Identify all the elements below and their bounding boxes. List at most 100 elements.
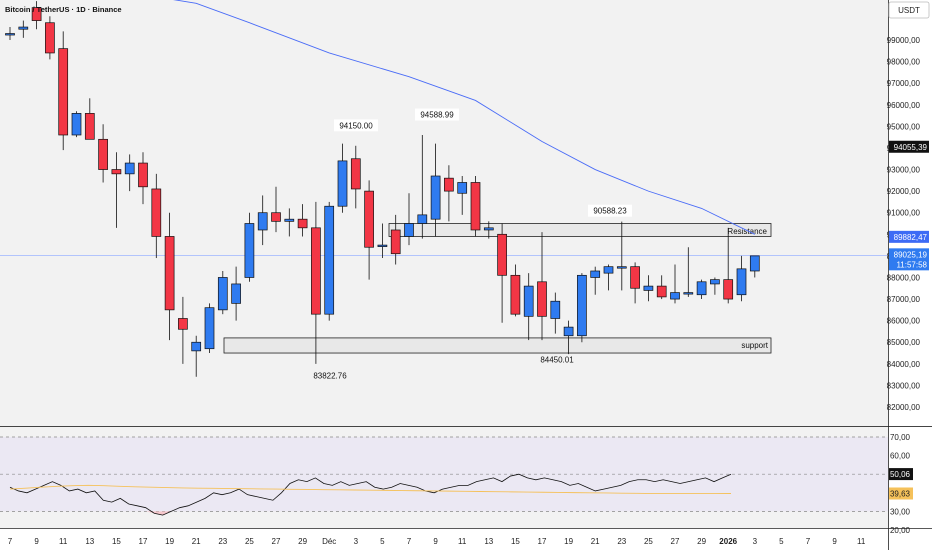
price-tick-label: 88000,00 — [887, 273, 921, 282]
price-tick-label: 91000,00 — [887, 209, 921, 218]
candle-body[interactable] — [630, 266, 640, 289]
currency-button[interactable] — [888, 1, 930, 19]
time-tick-label: 11 — [458, 537, 467, 546]
candle-body[interactable] — [18, 26, 29, 30]
candle-body[interactable] — [537, 281, 547, 317]
time-tick-label: 5 — [380, 537, 385, 546]
candle-body[interactable] — [656, 285, 667, 298]
time-tick-label: 9 — [832, 537, 837, 546]
candle-body[interactable] — [510, 274, 521, 315]
time-tick-label: 15 — [112, 537, 121, 546]
time-tick-label: 3 — [753, 537, 758, 546]
candle-body[interactable] — [138, 162, 148, 188]
candle-body[interactable] — [257, 212, 268, 231]
rsi-tick-label: 60,00 — [890, 452, 911, 461]
candle-body[interactable] — [377, 244, 388, 247]
chart-title: Bitcoin / TetherUS · 1D · Binance — [5, 5, 122, 14]
candle-body[interactable] — [483, 227, 494, 231]
rsi-ma-line — [9, 484, 732, 494]
rsi-tick-label: 30,00 — [890, 507, 911, 516]
candle-body[interactable] — [71, 113, 82, 136]
current-price-tag-text: 89025,19 — [894, 250, 928, 259]
candle-body[interactable] — [417, 214, 428, 224]
candle-body[interactable] — [563, 326, 574, 337]
candle-body[interactable] — [5, 33, 15, 36]
time-tick-label: 21 — [591, 537, 600, 546]
candle-body[interactable] — [98, 138, 108, 170]
candle-body[interactable] — [164, 236, 175, 311]
candle-body[interactable] — [616, 266, 627, 269]
candle-body[interactable] — [390, 229, 401, 255]
rsi-ma-tag-text: 39,63 — [890, 489, 911, 498]
candle-body[interactable] — [124, 162, 135, 175]
candle-body[interactable] — [350, 158, 361, 190]
high-label-94150: 94150.00 — [339, 121, 373, 130]
candle-body[interactable] — [497, 233, 507, 276]
currency-label[interactable]: USDT — [898, 6, 920, 15]
candle-body[interactable] — [404, 223, 414, 237]
time-tick-label: 17 — [139, 537, 148, 546]
ma-price-tag — [889, 140, 929, 153]
candle-body[interactable] — [670, 292, 680, 300]
candle-body[interactable] — [284, 218, 295, 222]
time-tick-label: 7 — [806, 537, 811, 546]
candle-body[interactable] — [311, 227, 321, 315]
candle-body[interactable] — [444, 177, 454, 192]
support-zone[interactable] — [223, 337, 772, 354]
high-label-90588: 90588.23 — [593, 207, 627, 216]
candle-body[interactable] — [683, 292, 694, 295]
candle-body[interactable] — [457, 182, 468, 194]
candle-body[interactable] — [58, 48, 69, 136]
time-tick-label: 29 — [298, 537, 307, 546]
time-tick-label: 29 — [697, 537, 706, 546]
rsi-oversold-fill — [145, 511, 180, 516]
candle-body[interactable] — [470, 182, 481, 231]
candle-body[interactable] — [550, 300, 561, 319]
candle-body[interactable] — [590, 270, 601, 278]
candle-body[interactable] — [31, 7, 42, 21]
high-label-94588: 94588.99 — [420, 111, 454, 120]
time-tick-label: 9 — [433, 537, 438, 546]
time-tick-label: 11 — [59, 537, 68, 546]
time-tick-label: 13 — [484, 537, 493, 546]
candle-body[interactable] — [151, 188, 162, 237]
candle-body[interactable] — [204, 307, 215, 350]
candle-body[interactable] — [297, 218, 308, 229]
candle-body[interactable] — [45, 22, 55, 54]
price-tick-label: 97000,00 — [887, 79, 921, 88]
candle-body[interactable] — [577, 274, 587, 337]
candle-body[interactable] — [244, 223, 255, 278]
candle-body[interactable] — [217, 277, 228, 311]
price-tick-label: 85000,00 — [887, 338, 921, 347]
candle-body[interactable] — [603, 266, 614, 274]
candle-body[interactable] — [736, 268, 747, 296]
candle-body[interactable] — [364, 190, 374, 248]
candle-body[interactable] — [231, 283, 241, 304]
time-tick-label: 9 — [34, 537, 39, 546]
time-tick-label: 5 — [779, 537, 784, 546]
high-label-90588-box — [588, 204, 632, 217]
time-tick-label: 23 — [218, 537, 227, 546]
candle-body[interactable] — [271, 212, 281, 222]
time-tick-label: 7 — [8, 537, 13, 546]
candle-body[interactable] — [111, 169, 122, 175]
candle-body[interactable] — [749, 255, 760, 272]
candle-body[interactable] — [643, 285, 654, 291]
price-tick-label: 96000,00 — [887, 101, 921, 110]
candle-body[interactable] — [191, 341, 202, 352]
candle-body[interactable] — [523, 285, 534, 317]
candle-body[interactable] — [710, 279, 720, 285]
candle-body[interactable] — [696, 281, 707, 296]
candle-body[interactable] — [84, 113, 95, 140]
time-tick-label: 19 — [564, 537, 573, 546]
resistance-zone[interactable] — [388, 223, 772, 237]
candle-body[interactable] — [324, 205, 335, 315]
main-pane-background — [0, 0, 888, 426]
candle-body[interactable] — [337, 160, 348, 207]
candle-body[interactable] — [723, 279, 734, 300]
candle-body[interactable] — [178, 318, 188, 330]
candle-body[interactable] — [430, 175, 441, 220]
current-price-tag — [889, 248, 929, 271]
